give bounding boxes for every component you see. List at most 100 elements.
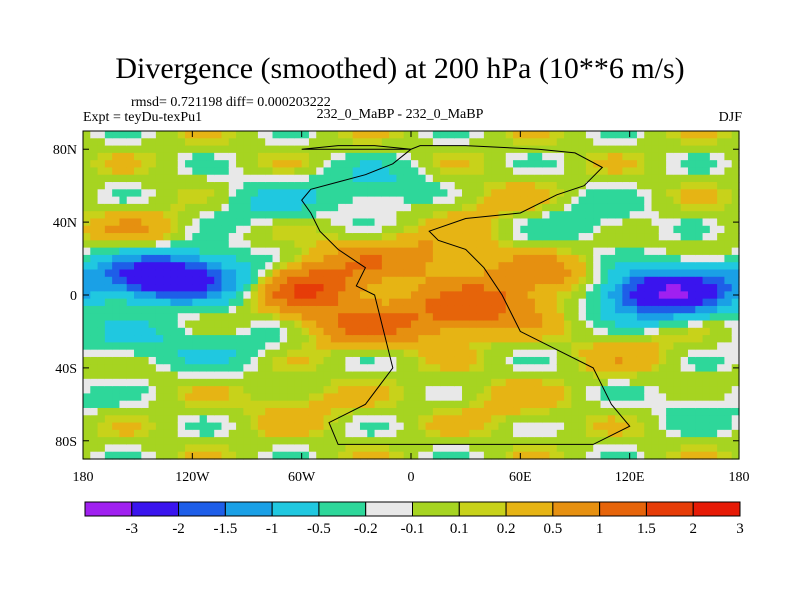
- field-cell: [462, 429, 470, 438]
- field-cell: [520, 167, 529, 176]
- field-cell: [600, 335, 609, 343]
- field-cell: [549, 138, 558, 147]
- field-cell: [374, 218, 383, 227]
- field-cell: [717, 131, 726, 139]
- field-cell: [651, 429, 660, 438]
- field-cell: [352, 400, 361, 409]
- field-cell: [564, 276, 572, 285]
- field-cell: [622, 342, 631, 351]
- field-cell: [381, 313, 390, 322]
- field-cell: [534, 196, 543, 205]
- field-cell: [243, 167, 252, 176]
- field-cell: [658, 400, 667, 409]
- field-cell: [411, 254, 419, 263]
- field-cell: [607, 160, 616, 169]
- field-cell: [112, 247, 121, 256]
- field-cell: [440, 284, 449, 292]
- field-cell: [644, 437, 653, 446]
- field-cell: [432, 422, 441, 431]
- field-cell: [90, 145, 99, 154]
- field-cell: [294, 327, 303, 336]
- field-cell: [709, 364, 718, 373]
- field-cell: [163, 174, 172, 183]
- field-cell: [527, 240, 536, 249]
- field-cell: [505, 182, 514, 190]
- field-cell: [367, 138, 376, 147]
- field-cell: [432, 364, 441, 373]
- field-cell: [498, 276, 507, 285]
- field-cell: [279, 422, 288, 431]
- field-cell: [243, 218, 252, 227]
- field-cell: [680, 393, 689, 402]
- field-cell: [338, 167, 346, 176]
- field-cell: [170, 444, 179, 453]
- colorbar-swatch: [224, 501, 273, 517]
- field-cell: [542, 415, 551, 424]
- field-cell: [687, 393, 696, 402]
- field-cell: [352, 233, 361, 241]
- field-cell: [381, 393, 390, 402]
- field-cell: [83, 225, 91, 234]
- field-cell: [206, 262, 215, 271]
- field-cell: [185, 247, 193, 256]
- field-cell: [731, 429, 740, 438]
- field-cell: [658, 437, 667, 446]
- field-cell: [316, 407, 325, 416]
- field-cell: [214, 254, 223, 263]
- field-cell: [731, 393, 740, 402]
- field-cell: [527, 218, 536, 227]
- field-cell: [724, 131, 733, 139]
- field-cell: [155, 174, 164, 183]
- field-cell: [250, 189, 259, 198]
- field-cell: [498, 298, 507, 307]
- field-cell: [403, 298, 412, 307]
- field-cell: [593, 152, 602, 161]
- field-cell: [687, 247, 696, 256]
- field-cell: [199, 327, 208, 336]
- field-cell: [104, 269, 113, 278]
- field-cell: [323, 160, 332, 169]
- field-cell: [469, 400, 478, 409]
- field-cell: [549, 152, 558, 161]
- field-cell: [163, 138, 172, 147]
- field-cell: [695, 189, 704, 198]
- field-cell: [527, 313, 536, 322]
- field-cell: [440, 276, 449, 285]
- field-cell: [498, 451, 507, 460]
- field-cell: [534, 386, 543, 394]
- field-cell: [564, 203, 572, 212]
- field-cell: [425, 240, 434, 249]
- field-cell: [294, 254, 303, 263]
- field-cell: [513, 174, 521, 183]
- field-cell: [214, 218, 223, 227]
- field-cell: [134, 167, 142, 176]
- field-cell: [571, 378, 580, 387]
- field-cell: [615, 386, 623, 394]
- field-cell: [155, 364, 164, 373]
- field-cell: [272, 284, 281, 292]
- field-cell: [250, 138, 259, 147]
- field-cell: [192, 174, 201, 183]
- field-cell: [396, 240, 405, 249]
- field-cell: [338, 182, 346, 190]
- field-cell: [148, 174, 157, 183]
- field-cell: [476, 203, 485, 212]
- field-cell: [97, 247, 106, 256]
- field-cell: [214, 313, 223, 322]
- field-cell: [564, 327, 572, 336]
- field-cell: [206, 203, 215, 212]
- field-cell: [228, 444, 237, 453]
- field-cell: [90, 327, 99, 336]
- field-cell: [578, 262, 587, 271]
- field-cell: [644, 305, 653, 314]
- field-cell: [702, 349, 711, 358]
- field-cell: [192, 284, 201, 292]
- field-cell: [97, 138, 106, 147]
- field-cell: [243, 356, 252, 365]
- field-cell: [141, 305, 150, 314]
- field-cell: [112, 407, 121, 416]
- field-cell: [214, 415, 223, 424]
- field-cell: [454, 415, 463, 424]
- field-cell: [338, 335, 346, 343]
- field-cell: [564, 240, 572, 249]
